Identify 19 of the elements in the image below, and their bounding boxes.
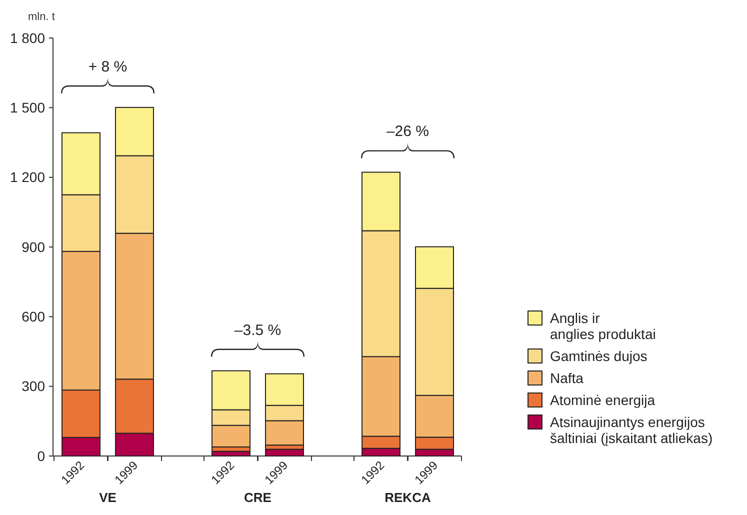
legend-label: Gamtinės dujos [550,348,648,364]
y-tick-label: 0 [37,448,46,464]
y-tick-label: 1 500 [10,100,46,116]
legend-label: Atominė energija [550,392,656,408]
annotation: –3.5 % [234,322,282,339]
y-tick-label: 1 200 [10,169,46,186]
legend-label: Atsinaujinantys energijos šaltiniai (įskaitant atliekas) [550,414,713,446]
y-tick-label: 600 [22,308,46,325]
y-tick-label: 300 [22,378,46,394]
y-tick-label: 900 [22,238,46,255]
legend-label: Nafta [550,370,584,386]
text: VE [99,490,117,505]
y-tick-label: 1 800 [10,30,46,46]
legend-label: Anglis ir anglies produktai [550,310,656,342]
text: REKCA [384,490,432,505]
text: CRE [244,490,272,505]
annotation: + 8 % [88,58,128,76]
y-axis-title: mln. t [28,11,55,23]
annotation: –26 % [386,123,430,140]
